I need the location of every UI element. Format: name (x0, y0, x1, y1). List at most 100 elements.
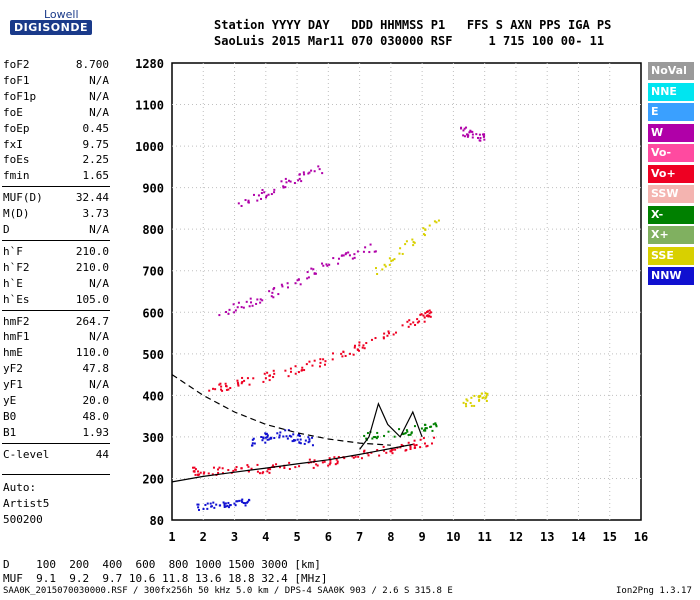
trace-point (217, 468, 220, 471)
parameter-row: hmF1 N/A (3, 330, 109, 346)
parameter-row: foE N/A (3, 106, 109, 122)
trace-point (374, 436, 377, 439)
trace-point (382, 445, 385, 448)
trace-point (248, 305, 251, 308)
trace-point (337, 257, 340, 260)
trace-point (383, 263, 386, 266)
trace-point (486, 392, 489, 395)
trace-point (296, 279, 299, 282)
muf-row: MUF 9.1 9.2 9.7 10.6 11.8 13.6 18.8 32.4… (3, 572, 328, 585)
trace-point (354, 455, 357, 458)
parameter-name: MUF(D) (3, 191, 43, 205)
trace-point (331, 352, 334, 355)
trace-point (311, 364, 314, 367)
trace-point (465, 398, 468, 401)
trace-point (429, 425, 432, 428)
trace-point (218, 466, 221, 469)
distance-row: D 100 200 400 600 800 1000 1500 3000 [km… (3, 558, 321, 571)
parameter-value: 47.8 (82, 362, 110, 376)
trace-point (352, 456, 355, 459)
trace-point (302, 171, 305, 174)
trace-point (420, 427, 423, 430)
trace-point (257, 194, 260, 197)
trace-point (209, 502, 212, 505)
trace-point (273, 188, 276, 191)
trace-point (267, 438, 270, 441)
trace-point (411, 238, 414, 241)
trace-point (294, 439, 297, 442)
trace-point (294, 372, 297, 375)
y-tick-label: 600 (142, 306, 164, 320)
trace-point (358, 341, 361, 344)
parameter-value: N/A (89, 378, 109, 392)
parameter-value: N/A (89, 89, 109, 103)
trace-point (420, 313, 423, 316)
parameter-row: M(D) 3.73 (3, 207, 109, 223)
trace-point (235, 466, 238, 469)
trace-point (241, 498, 244, 501)
trace-point (370, 338, 373, 341)
trace-point (431, 442, 434, 445)
trace-point (360, 457, 363, 460)
trace-point (412, 244, 415, 247)
trace-point (407, 325, 410, 328)
y-tick-label: 1100 (135, 99, 164, 113)
trace-point (312, 466, 315, 469)
trace-point (246, 500, 249, 503)
trace-point (240, 204, 243, 207)
trace-point (196, 470, 199, 473)
trace-point (300, 180, 303, 183)
parameter-value: N/A (89, 105, 109, 119)
trace-point (465, 126, 468, 129)
trace-point (203, 471, 206, 474)
header-line-2: SaoLuis 2015 Mar11 070 030000 RSF 1 715 … (214, 34, 605, 48)
trace-point (371, 437, 374, 440)
parameter-name: B0 (3, 409, 17, 423)
trace-point (288, 467, 291, 470)
y-tick-label: 900 (142, 182, 164, 196)
trace-point (289, 180, 292, 183)
trace-point (227, 388, 230, 391)
trace-point (288, 179, 291, 182)
trace-point (426, 444, 429, 447)
footer-version: Ion2Png 1.3.17 (616, 586, 692, 596)
trace-point (384, 265, 387, 268)
trace-point (229, 386, 232, 389)
trace-point (219, 388, 222, 391)
trace-point (264, 441, 267, 444)
trace-point (225, 311, 228, 314)
trace-point (244, 502, 247, 505)
trace-point (393, 258, 396, 261)
trace-point (227, 506, 230, 509)
trace-point (276, 432, 279, 435)
trace-point (246, 464, 249, 467)
trace-point (280, 283, 283, 286)
parameter-name: fxI (3, 137, 23, 151)
parameter-name: h`F2 (3, 260, 30, 274)
trace-point (386, 334, 389, 337)
trace-point (240, 467, 243, 470)
trace-point (418, 320, 421, 323)
trace-point (294, 282, 297, 285)
trace-point (409, 446, 412, 449)
trace-point (306, 271, 309, 274)
trace-point (293, 182, 296, 185)
parameter-value: 210.0 (75, 260, 109, 274)
parameter-row: foF1p N/A (3, 90, 109, 106)
trace-point (246, 377, 249, 380)
trace-point (266, 438, 269, 441)
parameter-name: D (3, 223, 10, 236)
trace-point (298, 173, 301, 176)
parameter-name: yE (3, 394, 17, 407)
trace-point (284, 186, 287, 189)
trace-point (319, 358, 322, 361)
trace-point (322, 264, 325, 267)
trace-point (373, 436, 376, 439)
trace-point (462, 134, 465, 137)
trace-point (256, 298, 259, 301)
trace-point (240, 382, 243, 385)
trace-point (299, 438, 302, 441)
trace-point (468, 131, 471, 134)
trace-point (272, 288, 275, 291)
trace-point (388, 332, 391, 335)
